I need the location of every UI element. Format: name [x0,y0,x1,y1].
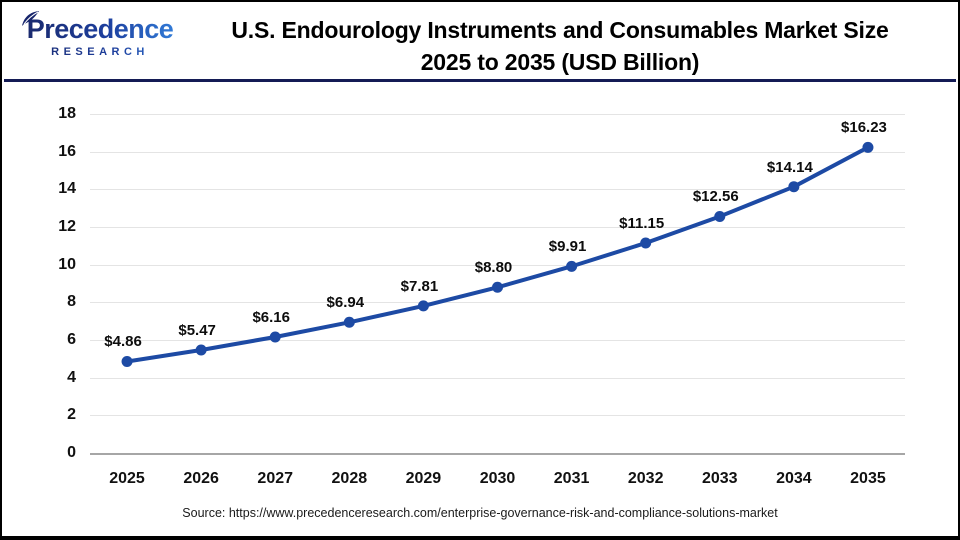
gridline [90,151,905,153]
y-tick-label: 2 [67,406,76,424]
x-axis-line [90,453,905,455]
data-point-value-label: $6.94 [326,294,365,312]
data-point-value-label: $9.91 [548,238,587,256]
logo-wordmark: Precedence [21,11,174,44]
data-point-marker [121,355,133,367]
y-tick-label: 8 [67,293,76,311]
data-point-value-label: $6.16 [252,308,290,326]
y-tick-label: 14 [58,180,76,198]
gridline [90,377,905,379]
x-tick-label: 2035 [850,470,886,487]
data-point-marker [788,181,800,193]
data-point-marker [714,210,726,222]
y-tick-label: 12 [58,218,76,235]
data-point-value-label: $11.15 [619,215,665,232]
chart-title-line2: 2025 to 2035 (USD Billion) [420,49,700,75]
chart-area: 0 2 4 6 8 10 12 14 16 18 2025 2026 2027 2028 2029 2030… [4,85,956,532]
data-point-marker [195,344,207,356]
x-tick-label: 2034 [776,470,812,487]
data-point-marker [343,316,355,328]
gridline [90,340,905,341]
data-point-value-label: $12.56 [692,188,739,206]
data-point-value-label: $5.47 [178,321,216,339]
data-point-value-label: $7.81 [400,277,439,295]
y-tick-label: 10 [58,255,76,273]
data-point-value-label: $14.14 [766,158,813,176]
x-tick-label: 2028 [331,470,368,487]
x-tick-label: 2031 [553,470,590,487]
data-point-marker [566,260,578,272]
x-tick-label: 2032 [627,470,664,487]
leaf-icon [21,11,39,26]
chart-title-line1: U.S. Endourology Instruments and Consuma… [231,17,889,43]
gridline [90,415,905,417]
x-tick-label: 2033 [701,470,738,487]
x-tick-label: 2030 [479,470,516,487]
data-point-value-label: $4.86 [104,333,142,351]
y-tick-label: 0 [67,444,76,461]
x-tick-label: 2026 [183,470,219,487]
precedence-research-logo: Precedence RESEARCH [20,11,180,58]
x-tick-label: 2025 [109,470,145,487]
data-point-value-label: $16.23 [841,119,887,137]
data-point-marker [640,237,652,249]
data-point-marker [492,281,503,293]
y-tick-label: 16 [58,142,76,160]
gridline [90,227,905,228]
y-tick-label: 18 [58,105,76,122]
gridline [90,189,905,191]
x-tick-label: 2029 [405,470,442,487]
source-text: Source: https://www.precedenceresearch.c… [182,506,778,520]
data-point-value-label: $8.80 [474,259,513,277]
gridline [90,302,905,304]
header: Precedence RESEARCH U.S. Endourology Ins… [4,4,956,82]
logo-text-precedence: Precedence [26,14,174,44]
gridline [90,114,905,115]
x-tick-label: 2027 [257,470,294,487]
y-tick-label: 6 [67,331,76,348]
y-tick-label: 4 [67,368,76,386]
market-size-series-line [125,145,870,364]
chart-title: U.S. Endourology Instruments and Consuma… [174,14,946,78]
logo-text-research: RESEARCH [20,47,180,58]
